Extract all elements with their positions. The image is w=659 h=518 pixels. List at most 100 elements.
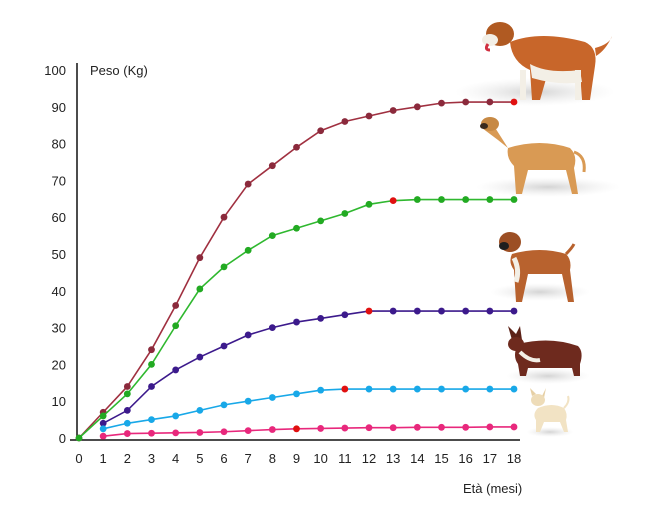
x-tick-label: 12: [362, 451, 376, 466]
data-point: [486, 423, 494, 431]
y-tick-label: 40: [52, 284, 66, 299]
chihuahua-dog-icon: [526, 388, 574, 437]
data-point: [244, 180, 252, 188]
data-point: [341, 210, 349, 217]
data-point: [220, 428, 228, 436]
data-point: [510, 423, 518, 431]
data-point: [196, 429, 204, 436]
highlight-point: [510, 98, 518, 106]
data-point: [244, 331, 252, 339]
data-point: [413, 196, 421, 203]
series-line: [102, 388, 514, 430]
data-point: [510, 385, 518, 393]
great-dane-dog-icon: [476, 117, 620, 197]
data-point: [196, 285, 204, 293]
y-axis-title: Peso (Kg): [90, 63, 148, 78]
x-tick-label: 10: [313, 451, 327, 466]
data-point: [148, 383, 155, 390]
data-point: [438, 99, 445, 107]
y-tick-label: 0: [59, 431, 66, 446]
data-point: [196, 407, 204, 414]
data-point: [317, 127, 325, 135]
corgi-dog-icon: [506, 326, 590, 384]
x-tick-label: 6: [220, 451, 227, 466]
data-point: [462, 307, 470, 315]
x-tick-label: 9: [293, 451, 300, 466]
x-tick-label: 16: [458, 451, 472, 466]
x-tick-label: 8: [269, 451, 276, 466]
x-tick-label: 3: [148, 451, 155, 466]
saint-bernard-dog-icon: [455, 22, 615, 106]
data-point: [244, 397, 252, 405]
data-point: [172, 412, 180, 420]
data-point: [148, 361, 155, 368]
x-tick-label: 0: [75, 451, 82, 466]
data-point: [389, 107, 397, 114]
series-1: [75, 98, 518, 442]
data-point: [413, 385, 421, 393]
y-tick-label: 80: [52, 137, 66, 152]
data-point: [220, 263, 228, 271]
x-tick-label: 17: [483, 451, 497, 466]
data-point: [99, 419, 107, 427]
data-point: [172, 302, 180, 309]
data-point: [268, 324, 276, 331]
data-point: [317, 425, 325, 432]
data-point: [365, 200, 373, 208]
data-point: [268, 232, 276, 240]
boxer-dog-icon: [490, 232, 590, 302]
series-5: [99, 423, 518, 440]
highlight-point: [293, 425, 300, 433]
y-tick-label: 20: [52, 357, 66, 372]
series-line: [103, 426, 514, 437]
y-tick-labels: 0 10 20 30 40 50 60 70 80 90 100: [44, 63, 66, 446]
data-point: [462, 385, 470, 393]
series-line: [78, 101, 514, 439]
data-point: [510, 307, 518, 315]
data-point: [99, 432, 107, 440]
data-point: [196, 254, 204, 262]
data-point: [365, 112, 373, 120]
data-point: [438, 307, 445, 315]
data-point: [389, 385, 397, 393]
data-point: [293, 224, 300, 232]
data-point: [317, 217, 325, 225]
data-point: [486, 196, 494, 203]
data-point: [486, 98, 494, 106]
x-tick-label: 7: [245, 451, 252, 466]
x-tick-label: 2: [124, 451, 131, 466]
data-point: [389, 424, 397, 432]
data-point: [99, 412, 107, 420]
x-tick-label: 14: [410, 451, 424, 466]
data-point: [413, 423, 421, 431]
x-tick-label: 15: [434, 451, 448, 466]
x-tick-label: 1: [100, 451, 107, 466]
data-point: [462, 196, 470, 203]
x-tick-label: 13: [386, 451, 400, 466]
series-3: [99, 307, 518, 427]
y-tick-label: 70: [52, 173, 66, 188]
data-point: [317, 386, 325, 394]
data-point: [172, 366, 180, 374]
data-point: [462, 98, 470, 106]
data-point: [220, 213, 228, 221]
data-point: [438, 196, 445, 203]
data-point: [365, 424, 373, 432]
data-point: [341, 118, 349, 125]
data-point: [365, 385, 373, 393]
x-tick-label: 4: [172, 451, 179, 466]
y-tick-label: 50: [52, 247, 66, 262]
data-point: [172, 429, 180, 437]
data-point: [413, 103, 421, 111]
data-point: [268, 162, 276, 170]
series-2: [75, 196, 518, 442]
y-tick-label: 10: [52, 394, 66, 409]
data-point: [438, 423, 445, 431]
x-tick-labels: 0 1 2 3 4 5 6 7 8 9 10 11 12 13 14 15 16 17 18: [75, 451, 521, 466]
data-point: [293, 390, 300, 398]
y-tick-label: 30: [52, 321, 66, 336]
data-point: [123, 407, 131, 414]
data-point: [413, 307, 421, 315]
data-point: [123, 419, 131, 427]
